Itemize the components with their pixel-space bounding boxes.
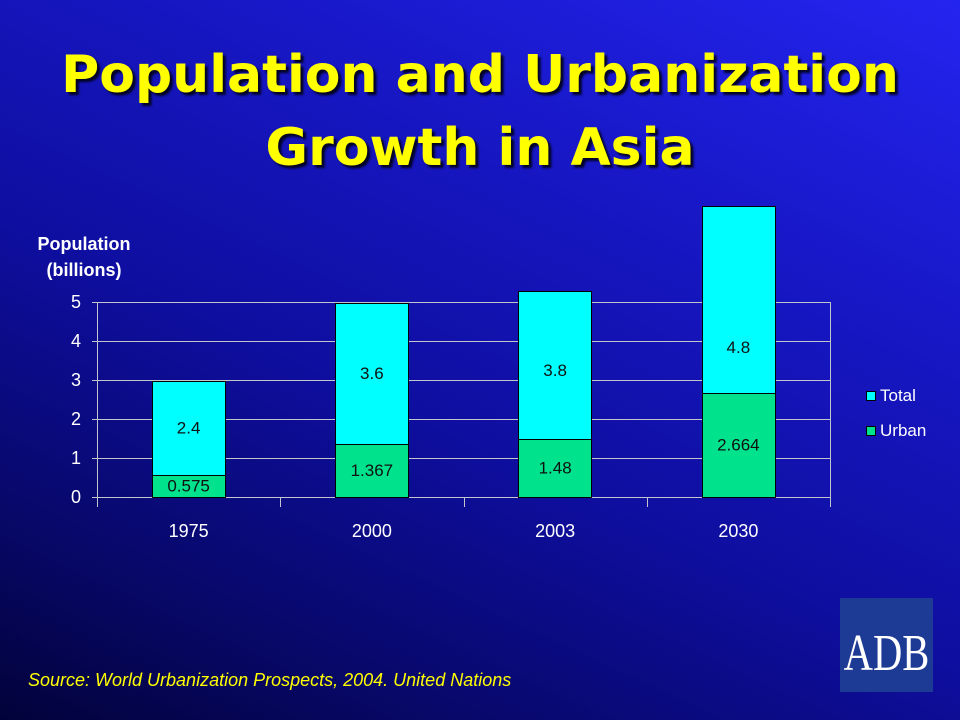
slide-title: Population and Urbanization Growth in As… [61, 45, 899, 178]
legend-swatch-total [866, 391, 876, 401]
x-tick-label-2003: 2003 [535, 521, 575, 541]
stacked-bar-chart: 0 1 2 3 4 5 1975 2000 2003 2030 0.575 2.4 1.367 3.6 1.… [71, 206, 926, 541]
y-tick-label-1: 1 [71, 448, 81, 468]
data-label-urban-2003: 1.48 [539, 459, 572, 478]
data-label-total-2030: 4.8 [727, 338, 751, 357]
y-tick-label-4: 4 [71, 331, 81, 351]
y-axis: 0 1 2 3 4 5 [71, 292, 98, 507]
bar-urban-2003 [518, 439, 592, 498]
bar-total-2000 [335, 303, 409, 445]
data-labels: 0.575 2.4 1.367 3.6 1.48 3.8 2.664 4.8 [167, 338, 759, 495]
bar-total-2030 [702, 206, 776, 394]
y-axis-title: Population (billions) [37, 234, 131, 280]
data-label-total-1975: 2.4 [177, 418, 201, 437]
y-tick-label-5: 5 [71, 292, 81, 312]
legend-label-urban: Urban [880, 421, 926, 440]
legend: Total Urban [866, 386, 926, 440]
source-note: Source: World Urbanization Prospects, 20… [28, 670, 512, 690]
adb-logo-text: ADB [843, 625, 930, 682]
bars [152, 206, 776, 498]
y-tick-label-2: 2 [71, 409, 81, 429]
x-tick-label-2000: 2000 [352, 521, 392, 541]
y-tick-label-0: 0 [71, 487, 81, 507]
y-tick-label-3: 3 [71, 370, 81, 390]
x-axis: 1975 2000 2003 2030 [97, 497, 831, 541]
data-label-urban-1975: 0.575 [167, 476, 210, 495]
bar-total-2003 [518, 291, 592, 440]
legend-swatch-urban [866, 426, 876, 436]
bar-total-1975 [152, 381, 226, 476]
data-label-urban-2030: 2.664 [717, 436, 760, 455]
x-tick-label-1975: 1975 [169, 521, 209, 541]
adb-logo: ADB [840, 598, 933, 692]
data-label-urban-2000: 1.367 [351, 461, 394, 480]
x-tick-label-2030: 2030 [718, 521, 758, 541]
data-label-total-2000: 3.6 [360, 364, 384, 383]
data-label-total-2003: 3.8 [543, 361, 567, 380]
legend-item-total: Total [866, 386, 916, 405]
bar-urban-2030 [702, 393, 776, 498]
legend-item-urban: Urban [866, 421, 926, 440]
legend-label-total: Total [880, 386, 916, 405]
